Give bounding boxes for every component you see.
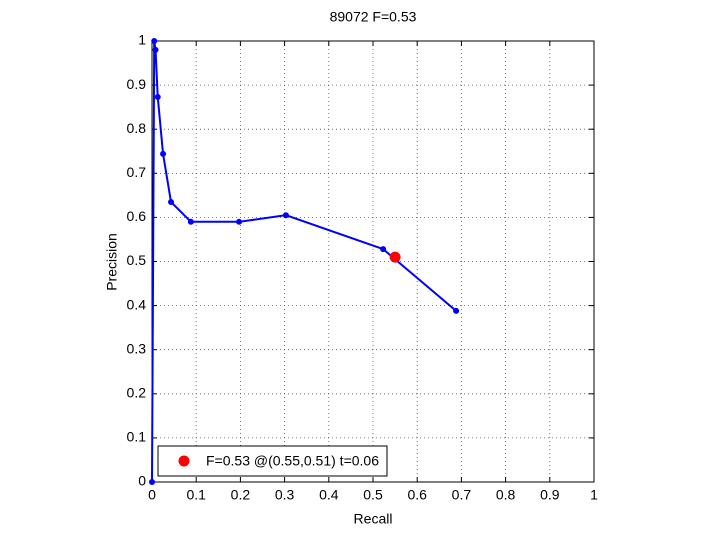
y-tick-label: 0 bbox=[138, 473, 146, 489]
data-point bbox=[151, 38, 158, 44]
x-tick-label: 1 bbox=[590, 487, 598, 503]
x-axis-label: Recall bbox=[354, 511, 393, 527]
chart-title: 89072 F=0.53 bbox=[330, 9, 417, 25]
plot-frame bbox=[151, 40, 595, 483]
data-point bbox=[453, 307, 460, 314]
y-axis-label: Precision bbox=[104, 233, 120, 291]
data-point bbox=[160, 150, 167, 157]
y-tick-label: 0.4 bbox=[127, 296, 147, 312]
x-tick-label: 0 bbox=[148, 487, 156, 503]
x-tick-label: 0.9 bbox=[540, 487, 560, 503]
data-point bbox=[168, 198, 175, 205]
x-tick-label: 0.6 bbox=[407, 487, 427, 503]
data-point bbox=[236, 218, 243, 225]
y-tick-label: 0.8 bbox=[127, 120, 147, 136]
x-tick-label: 0.8 bbox=[496, 487, 516, 503]
y-tick-label: 1 bbox=[138, 32, 146, 48]
legend-box bbox=[157, 445, 388, 477]
y-tick-label: 0.6 bbox=[127, 208, 147, 224]
data-point bbox=[152, 46, 159, 53]
x-tick-label: 0.5 bbox=[363, 487, 383, 503]
legend-marker bbox=[178, 455, 190, 467]
x-tick-label: 0.2 bbox=[231, 487, 251, 503]
y-tick-label: 0.7 bbox=[127, 164, 147, 180]
data-point bbox=[187, 218, 194, 225]
x-tick-label: 0.1 bbox=[186, 487, 206, 503]
y-tick-label: 0.1 bbox=[127, 429, 147, 445]
y-tick-label: 0.9 bbox=[127, 76, 147, 92]
data-point bbox=[282, 212, 289, 219]
marker bbox=[389, 251, 401, 263]
data-point bbox=[149, 479, 155, 485]
x-tick-label: 0.3 bbox=[275, 487, 295, 503]
y-tick-label: 0.3 bbox=[127, 340, 147, 356]
y-tick-label: 0.5 bbox=[127, 252, 147, 268]
data-point bbox=[154, 94, 161, 101]
x-tick-label: 0.4 bbox=[319, 487, 339, 503]
x-tick-label: 0.7 bbox=[452, 487, 472, 503]
y-tick-label: 0.2 bbox=[127, 385, 147, 401]
legend-label: F=0.53 @(0.55,0.51) t=0.06 bbox=[206, 453, 379, 469]
data-point bbox=[380, 246, 387, 253]
legend: F=0.53 @(0.55,0.51) t=0.06 bbox=[157, 445, 388, 477]
